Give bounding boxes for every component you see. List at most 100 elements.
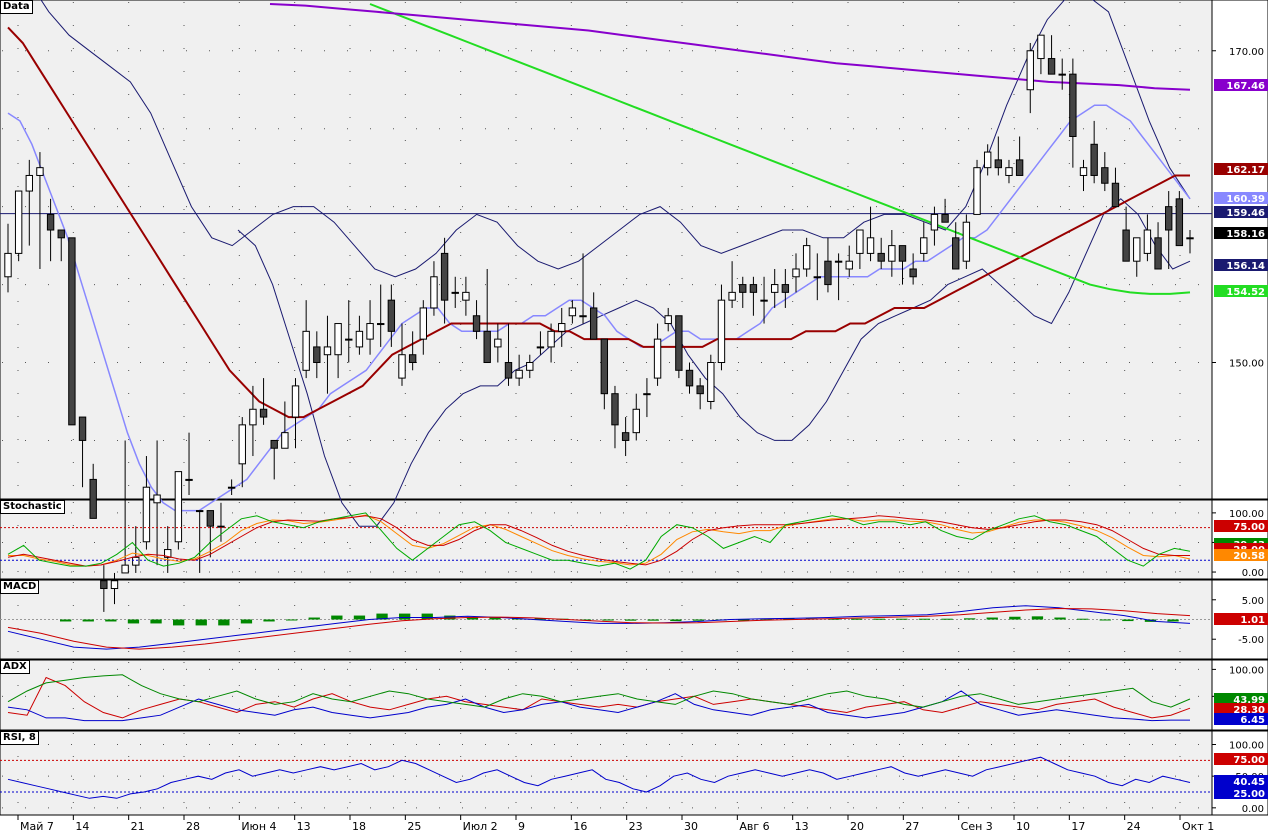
candle-body xyxy=(824,260,832,286)
x-tick-label: 10 xyxy=(1016,820,1030,833)
candle-body xyxy=(494,338,502,348)
stochastic-orange-line xyxy=(8,514,1191,567)
candle-body xyxy=(132,556,140,566)
macd-histogram-bar xyxy=(602,619,614,621)
candle-body xyxy=(1143,229,1152,254)
candle-body xyxy=(1101,167,1109,184)
x-tick-label: Сен 3 xyxy=(961,820,993,833)
rsi-line xyxy=(7,756,1191,799)
stochastic-k-line xyxy=(7,512,1191,570)
candle-body xyxy=(100,580,108,590)
candle-body xyxy=(685,369,694,387)
rsi-panel-title: RSI, 8 xyxy=(0,731,39,745)
macd-histogram-bar xyxy=(851,618,863,620)
x-tick-label: 13 xyxy=(795,820,809,833)
macd-histogram-bar xyxy=(195,619,207,626)
adx-value-tag-label: 6.45 xyxy=(1240,715,1265,726)
macd-histogram-bar xyxy=(692,619,705,621)
candle-body xyxy=(898,245,907,262)
price-value-tag-label: 167.46 xyxy=(1226,81,1265,92)
macd-y-tick-label: 5.00 xyxy=(1242,596,1264,607)
x-tick-label: 24 xyxy=(1127,820,1141,833)
stochastic-y-tick-label: 100.00 xyxy=(1229,509,1264,520)
candle-body xyxy=(323,346,332,356)
candle-body xyxy=(568,307,577,317)
macd-histogram-bar xyxy=(331,615,343,620)
macd-histogram-bar xyxy=(896,618,908,620)
candle-body xyxy=(739,284,747,293)
candle-body xyxy=(952,237,960,270)
candle-body xyxy=(1079,167,1088,176)
candle-body xyxy=(206,510,215,527)
x-tick-label: 14 xyxy=(75,820,89,833)
stochastic-panel-plot-area xyxy=(0,499,1213,580)
adx-value-tag xyxy=(1214,703,1268,715)
adx-panel-title: ADX xyxy=(0,660,30,674)
macd-panel-title: MACD xyxy=(0,580,40,594)
sma-fast-line xyxy=(7,104,1191,512)
price-value-tag xyxy=(1214,285,1268,297)
rsi-y-tick-label: 100.00 xyxy=(1229,741,1264,752)
adx-value-tag xyxy=(1214,693,1268,705)
price-value-tag xyxy=(1214,227,1268,239)
macd-histogram-bar xyxy=(918,618,931,620)
macd-histogram-bar xyxy=(647,619,659,621)
candle-body xyxy=(142,486,151,543)
candle-body xyxy=(589,307,598,340)
candle-body xyxy=(1069,73,1077,137)
adx-value-tag-label: 43.99 xyxy=(1233,695,1265,706)
macd-histogram-bar xyxy=(1167,619,1179,622)
macd-histogram-bar xyxy=(82,619,94,622)
candle-body xyxy=(217,525,225,528)
price-y-tick-label: 170.00 xyxy=(1229,47,1264,58)
price-value-tag-label: 156.14 xyxy=(1226,261,1265,272)
price-value-tag-label: 159.46 xyxy=(1226,208,1265,219)
candle-body xyxy=(440,252,449,301)
macd-histogram-bar xyxy=(1099,619,1111,621)
macd-value-tag xyxy=(1214,613,1268,625)
candle-body xyxy=(355,330,364,348)
macd-histogram-bar xyxy=(534,618,546,620)
price-value-tag xyxy=(1214,206,1268,218)
x-tick-label: Июл 2 xyxy=(463,820,498,833)
x-tick-label: 17 xyxy=(1071,820,1085,833)
macd-histogram-bar xyxy=(399,613,411,620)
macd-histogram-bar xyxy=(489,617,501,620)
candle-body xyxy=(153,494,161,504)
candle-body xyxy=(451,291,459,294)
candle-body xyxy=(89,478,97,519)
candle-body xyxy=(291,385,300,418)
macd-value-tag-label: 1.01 xyxy=(1240,615,1265,626)
adx-value-tag xyxy=(1214,713,1268,725)
candle-body xyxy=(1005,167,1013,176)
macd-histogram-bar xyxy=(376,613,388,620)
price-panel-title: Data xyxy=(0,0,33,14)
rsi-value-tag xyxy=(1214,775,1268,787)
x-tick-label: 9 xyxy=(518,820,525,833)
x-tick-label: 13 xyxy=(297,820,311,833)
candle-body xyxy=(941,213,949,223)
macd-histogram-bar xyxy=(286,619,298,621)
macd-histogram-bar xyxy=(941,618,953,620)
candle-body xyxy=(888,245,896,262)
candle-body xyxy=(472,315,481,332)
candle-body xyxy=(174,471,183,543)
adx-plus-di-line xyxy=(7,676,1191,719)
x-tick-label: Май 7 xyxy=(20,820,54,833)
candle-body xyxy=(558,323,566,332)
macd-histogram-bar xyxy=(150,619,162,624)
price-panel-plot-area xyxy=(0,0,1213,500)
candle-body xyxy=(68,237,76,426)
candle-body xyxy=(643,393,651,396)
price-value-tag-label: 154.52 xyxy=(1226,287,1265,298)
sma-purple-line xyxy=(269,3,1191,91)
candle-body xyxy=(536,346,545,349)
x-tick-label: 25 xyxy=(407,820,421,833)
macd-histogram-bar xyxy=(127,619,140,624)
sma-mid-line xyxy=(7,26,1190,419)
macd-histogram-bar xyxy=(466,617,479,620)
macd-histogram-bar xyxy=(828,618,840,620)
price-y-tick-label: 150.00 xyxy=(1229,359,1264,370)
x-tick-label: 27 xyxy=(905,820,919,833)
stochastic-panel-title: Stochastic xyxy=(0,500,65,514)
